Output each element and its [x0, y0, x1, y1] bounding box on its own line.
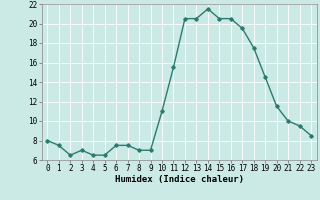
X-axis label: Humidex (Indice chaleur): Humidex (Indice chaleur): [115, 175, 244, 184]
